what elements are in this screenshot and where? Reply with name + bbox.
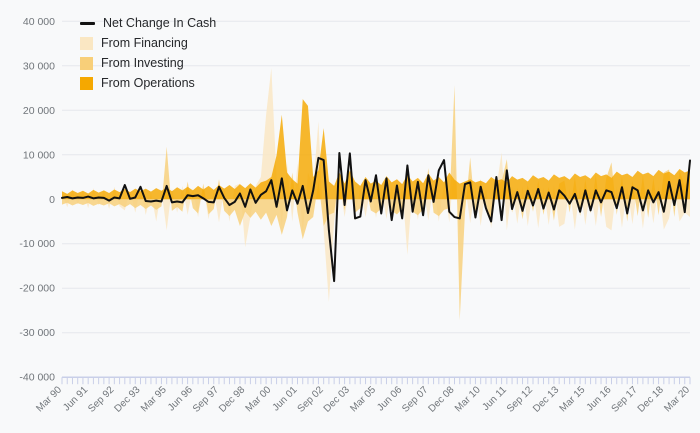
x-tick-label: Jun 11 [480, 384, 509, 413]
legend-item-investing[interactable]: From Investing [80, 57, 216, 70]
legend-item-net-change[interactable]: Net Change In Cash [80, 17, 216, 30]
x-tick-label: Mar 10 [453, 384, 483, 414]
x-axis [61, 376, 691, 385]
x-tick-label: Mar 95 [139, 384, 169, 414]
chart-legend: Net Change In Cash From Financing From I… [80, 17, 216, 90]
x-tick-label: Sep 07 [400, 384, 430, 414]
x-tick-label: Sep 12 [505, 384, 535, 414]
x-tick-label: Jun 01 [271, 384, 300, 413]
x-tick-label: Jun 06 [375, 384, 404, 413]
x-tick-label: Sep 97 [191, 384, 221, 414]
y-tick-label: 30 000 [23, 60, 55, 72]
operations-swatch [80, 77, 93, 90]
x-tick-label: Sep 92 [86, 384, 116, 414]
y-tick-label: 10 000 [23, 149, 55, 161]
legend-item-financing[interactable]: From Financing [80, 37, 216, 50]
x-tick-label: Mar 00 [244, 384, 274, 414]
net-change-line [61, 151, 691, 283]
y-tick-label: 40 000 [23, 16, 55, 28]
area-from-operations [62, 99, 690, 200]
y-tick-label: -10 000 [19, 238, 55, 250]
financing-swatch [80, 37, 93, 50]
y-tick-label: 0 [49, 194, 55, 206]
y-tick-label: -40 000 [19, 372, 55, 384]
x-tick-label: Dec 08 [426, 384, 456, 414]
y-tick-label: -20 000 [19, 283, 55, 295]
x-tick-label: Jun 96 [166, 384, 195, 413]
x-tick-label: Mar 15 [558, 384, 588, 414]
x-tick-label: Sep 17 [610, 384, 640, 414]
area-from-investing [62, 85, 690, 321]
investing-swatch [80, 57, 93, 70]
x-tick-label: Mar 20 [662, 384, 692, 414]
x-tick-label: Mar 05 [348, 384, 378, 414]
legend-label-operations: From Operations [101, 76, 195, 90]
y-tick-label: -30 000 [19, 327, 55, 339]
x-tick-label: Dec 03 [322, 384, 352, 414]
x-tick-label: Dec 18 [636, 384, 666, 414]
legend-label-investing: From Investing [101, 56, 184, 70]
net-change-line-swatch [80, 22, 95, 25]
x-tick-label: Dec 13 [531, 384, 561, 414]
x-tick-label: Mar 90 [34, 384, 64, 414]
legend-label-net-change: Net Change In Cash [103, 16, 217, 30]
y-tick-labels: 40 000 30 000 20 000 10 000 0 -10 000 -20 000 -… [19, 16, 55, 384]
y-tick-label: 20 000 [23, 105, 55, 117]
legend-item-operations[interactable]: From Operations [80, 77, 216, 90]
legend-label-financing: From Financing [101, 36, 188, 50]
x-tick-label: Dec 98 [217, 384, 247, 414]
x-tick-label: Dec 93 [112, 384, 142, 414]
x-tick-label: Jun 16 [585, 384, 614, 413]
x-tick-label: Sep 02 [296, 384, 326, 414]
x-tick-label: Jun 91 [61, 384, 90, 413]
